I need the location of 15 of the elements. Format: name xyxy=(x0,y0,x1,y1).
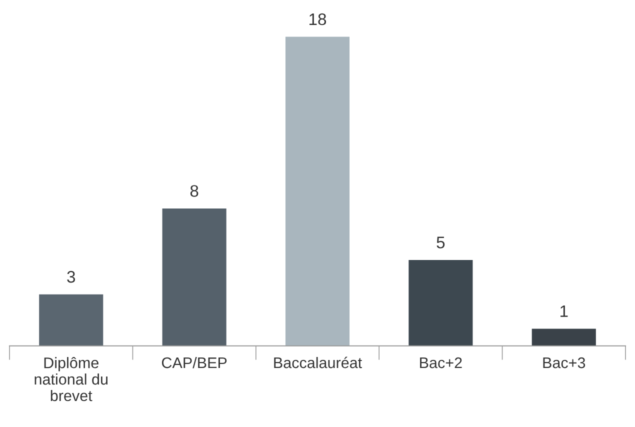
x-tick-label: Diplôme national du brevet xyxy=(34,356,108,402)
bar xyxy=(162,208,226,346)
data-label: 3 xyxy=(67,270,76,283)
bar xyxy=(285,36,350,346)
bar xyxy=(532,328,596,346)
data-label: 1 xyxy=(560,305,568,317)
x-tick-label: Bac+2 xyxy=(420,357,462,368)
bar xyxy=(408,260,473,346)
data-label: 18 xyxy=(310,13,326,26)
data-label: 8 xyxy=(190,185,198,197)
data-label: 5 xyxy=(436,236,445,248)
x-tick-label: CAP/BEP xyxy=(162,356,227,368)
bar xyxy=(39,294,104,346)
x-tick-label: Bac+3 xyxy=(543,357,586,368)
x-tick-label: Baccalauréat xyxy=(274,356,362,368)
